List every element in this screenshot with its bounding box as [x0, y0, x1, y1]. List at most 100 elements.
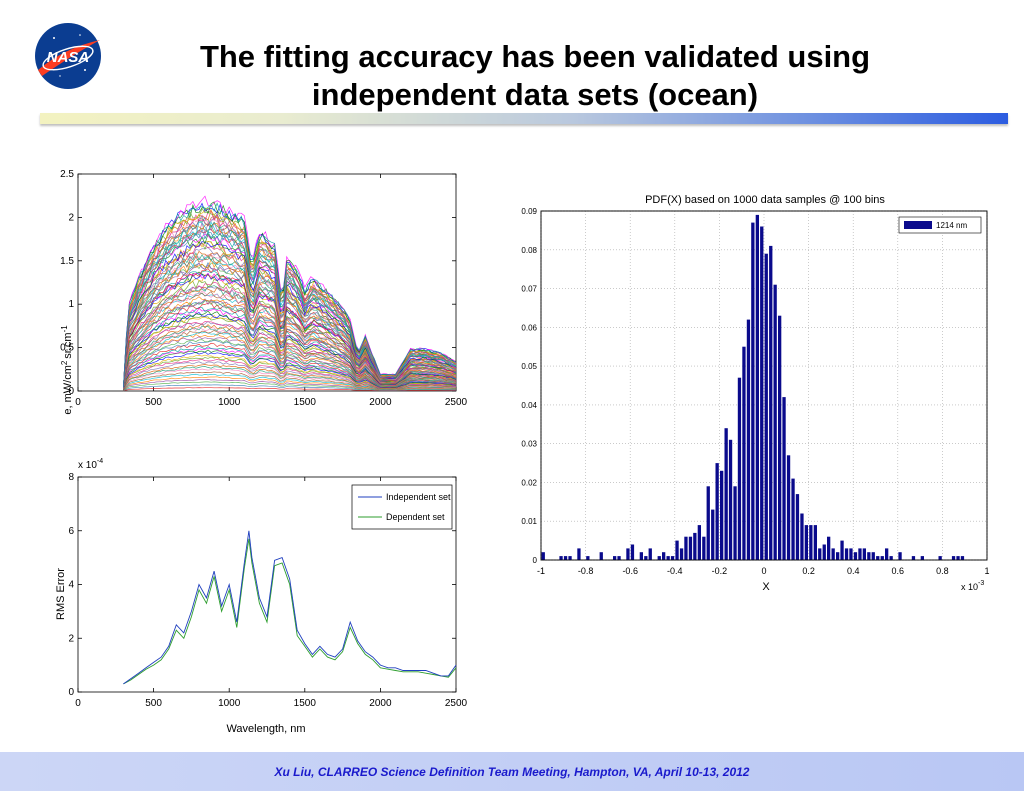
rms-legend-box	[351, 484, 453, 530]
pdf-bar	[786, 455, 791, 560]
pdf-plot-border	[540, 210, 988, 561]
pdf-xtick-label: -0.8	[578, 566, 594, 576]
pdf-ytick-label: 0.07	[521, 285, 537, 294]
pdf-bar	[644, 556, 648, 560]
pdf-ytick-label: 0.02	[521, 478, 537, 487]
radiance-series-line	[123, 281, 457, 389]
pdf-bar	[728, 439, 733, 560]
pdf-bar	[648, 548, 652, 560]
pdf-bar	[541, 552, 545, 560]
pdf-bar	[666, 556, 670, 560]
radiance-xtick-label: 1500	[294, 397, 317, 408]
pdf-bar	[840, 540, 844, 560]
pdf-bar	[693, 532, 697, 560]
pdf-legend-label: 1214 nm	[936, 221, 967, 230]
radiance-ytick-label: 1.5	[60, 256, 74, 267]
rms-ytick-label: 0	[68, 687, 74, 698]
pdf-title: PDF(X) based on 1000 data samples @ 100 …	[645, 194, 885, 206]
nasa-logo: NASA	[35, 23, 101, 89]
radiance-series-line	[123, 310, 457, 390]
radiance-series-line	[123, 252, 457, 389]
pdf-bar	[809, 525, 813, 560]
pdf-bar	[831, 548, 835, 560]
footer-bar: Xu Liu, CLARREO Science Definition Team …	[0, 752, 1024, 791]
pdf-bar	[960, 556, 965, 560]
radiance-series-line	[123, 228, 457, 388]
pdf-bar	[800, 513, 804, 560]
pdf-ytick-label: 0.06	[521, 323, 537, 332]
pdf-bar	[737, 377, 742, 560]
pdf-bar	[773, 284, 777, 560]
radiance-series-line	[123, 202, 457, 388]
pdf-bar	[795, 494, 800, 560]
pdf-bar	[858, 548, 862, 560]
pdf-xtick-label: -0.6	[622, 566, 638, 576]
radiance-series-line	[123, 384, 457, 392]
pdf-ytick-label: 0.04	[521, 401, 537, 410]
pdf-bar	[951, 556, 956, 560]
pdf-bar	[885, 548, 889, 560]
pdf-xtick-label: 0.2	[802, 566, 815, 576]
rms-xtick-label: 0	[75, 698, 81, 709]
radiance-series-line	[123, 290, 457, 389]
radiance-series-line	[123, 268, 457, 389]
pdf-bar	[853, 552, 858, 560]
pdf-scale-label: x 10-3	[961, 580, 984, 592]
pdf-bar	[862, 548, 866, 560]
radiance-chart: Radiance, mW/cm2sr.cm-1 0 500 1000 1500 2000…	[60, 169, 468, 415]
pdf-bar	[849, 548, 853, 560]
pdf-bar	[639, 552, 643, 560]
pdf-bar	[724, 428, 728, 560]
pdf-legend-swatch	[904, 221, 932, 229]
pdf-bar	[782, 397, 786, 560]
pdf-bar	[559, 556, 563, 560]
pdf-xlabel: X	[762, 581, 770, 593]
pdf-bar	[697, 525, 701, 560]
rms-xtick-label: 2000	[369, 698, 392, 709]
pdf-bar	[920, 556, 924, 560]
pdf-ytick-label: 0.03	[521, 440, 537, 449]
pdf-xtick-label: 0.6	[892, 566, 905, 576]
pdf-bar	[577, 548, 581, 560]
title-line-1: The fitting accuracy has been validated …	[199, 39, 871, 74]
pdf-ytick-label: 0.08	[521, 246, 537, 255]
pdf-histogram-chart: PDF(X) based on 1000 data samples @ 100 …	[521, 194, 989, 593]
pdf-bar	[711, 509, 715, 560]
pdf-ytick-label: 0	[533, 556, 538, 565]
pdf-ytick-label: 0.09	[521, 207, 537, 216]
pdf-bar	[720, 470, 724, 560]
slide-title: The fitting accuracy has been validated …	[120, 38, 950, 114]
pdf-bar	[889, 556, 893, 560]
pdf-xtick-label: -0.2	[712, 566, 728, 576]
pdf-bar	[733, 486, 737, 560]
pdf-bar	[911, 556, 916, 560]
pdf-bar	[563, 556, 568, 560]
pdf-bar	[876, 556, 880, 560]
radiance-series-line	[123, 279, 457, 389]
radiance-series-line	[123, 296, 457, 390]
title-underline-bar	[40, 113, 1008, 124]
radiance-ylabel: Radiance, mW/cm2sr.cm-1	[60, 325, 74, 415]
pdf-xtick-label: 0.8	[936, 566, 949, 576]
radiance-series-line	[123, 306, 457, 390]
pdf-bar	[867, 552, 871, 560]
pdf-bar	[599, 552, 603, 560]
pdf-bar	[804, 525, 808, 560]
footer-text: Xu Liu, CLARREO Science Definition Team …	[274, 765, 750, 779]
pdf-bar	[813, 525, 817, 560]
pdf-bar	[880, 556, 884, 560]
radiance-series-line	[123, 339, 457, 390]
rms-error-chart: x 10-4 RMS Error Wavelength, nm 0 500 1000…	[55, 458, 468, 735]
pdf-xtick-label: 0	[761, 566, 766, 576]
rms-scale-label: x 10-4	[78, 458, 103, 471]
logo-text: NASA	[47, 49, 90, 66]
pdf-bar	[742, 346, 746, 560]
pdf-bar	[662, 552, 666, 560]
pdf-bar	[751, 222, 755, 560]
pdf-bar	[764, 253, 768, 560]
radiance-xtick-label: 2500	[445, 397, 468, 408]
pdf-bar	[679, 548, 684, 560]
pdf-bar	[778, 315, 782, 560]
rms-ylabel: RMS Error	[55, 568, 67, 620]
radiance-xtick-label: 2000	[369, 397, 392, 408]
